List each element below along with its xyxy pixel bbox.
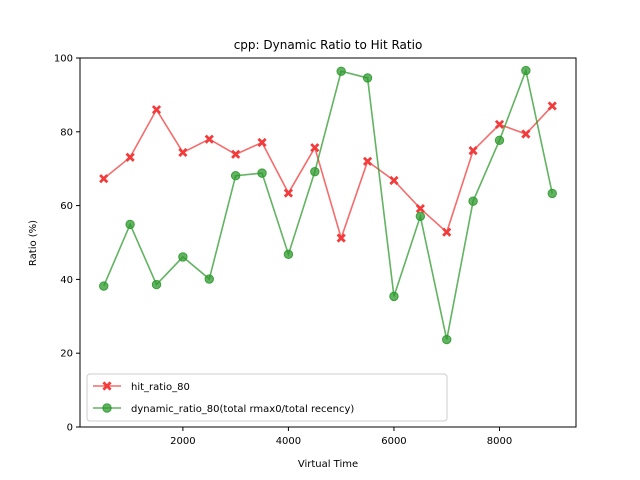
data-point-series-1 [257, 137, 267, 148]
data-point-series-1 [99, 174, 109, 184]
data-point-series-2 [494, 135, 505, 145]
data-point-series-2 [336, 66, 346, 76]
y-tick-label: 60 [60, 201, 73, 212]
data-point-series-2 [99, 281, 109, 291]
data-point-series-2 [362, 73, 373, 83]
y-tick-label: 0 [67, 423, 73, 434]
data-point-series-1 [178, 147, 188, 158]
data-point-series-1 [494, 119, 505, 130]
data-point-series-1 [151, 105, 162, 115]
data-point-series-1 [231, 149, 241, 159]
data-point-series-1 [415, 203, 425, 214]
data-point-series-1 [521, 129, 531, 139]
series-line-2 [103, 67, 554, 340]
data-point-series-2 [283, 249, 294, 260]
data-point-series-2 [442, 334, 452, 345]
legend-marker-2 [102, 403, 112, 413]
data-point-series-1 [283, 188, 294, 198]
data-point-series-2 [468, 196, 478, 206]
data-point-series-1 [362, 156, 373, 166]
y-tick-label: 20 [60, 349, 73, 360]
x-axis-label: Virtual Time [298, 459, 358, 470]
series-line-1 [103, 105, 553, 241]
chart-title: cpp: Dynamic Ratio to Hit Ratio [234, 38, 423, 52]
axes-frame [79, 57, 577, 428]
data-point-series-2 [178, 252, 188, 262]
x-tick-label: 2000 [170, 436, 195, 447]
x-tick-label: 6000 [381, 436, 406, 447]
data-point-series-1 [204, 134, 214, 144]
x-tick-label: 8000 [487, 436, 512, 447]
data-point-series-1 [468, 146, 478, 156]
data-point-series-1 [310, 143, 320, 153]
data-point-series-2 [204, 274, 214, 284]
data-point-series-1 [442, 227, 452, 237]
data-point-series-2 [521, 65, 531, 76]
y-tick-label: 100 [54, 54, 73, 65]
data-point-series-2 [547, 188, 557, 199]
data-point-series-2 [257, 168, 267, 178]
x-tick-label: 4000 [276, 436, 301, 447]
legend-label-1: hit_ratio_80 [131, 382, 190, 393]
y-axis-label: Ratio (%) [28, 220, 39, 266]
data-point-series-1 [389, 175, 399, 186]
plot-area: 2000 4000 6000 8000 0 20 40 60 80 100 [54, 54, 577, 447]
legend-marker-1 [102, 381, 112, 391]
data-point-series-2 [125, 219, 135, 230]
data-point-series-2 [415, 211, 426, 222]
data-point-series-1 [336, 233, 346, 243]
legend-box [86, 373, 448, 422]
data-point-series-1 [547, 101, 557, 111]
legend: hit_ratio_80 dynamic_ratio_80(total rmax0… [86, 373, 448, 422]
data-point-series-1 [125, 152, 135, 162]
data-point-series-2 [389, 291, 399, 302]
data-point-series-2 [230, 171, 241, 181]
data-point-series-2 [151, 279, 162, 290]
y-tick-label: 80 [60, 127, 73, 138]
data-point-series-2 [310, 166, 320, 177]
legend-label-2: dynamic_ratio_80(total rmax0/total recen… [131, 404, 354, 415]
y-tick-label: 40 [60, 275, 73, 286]
